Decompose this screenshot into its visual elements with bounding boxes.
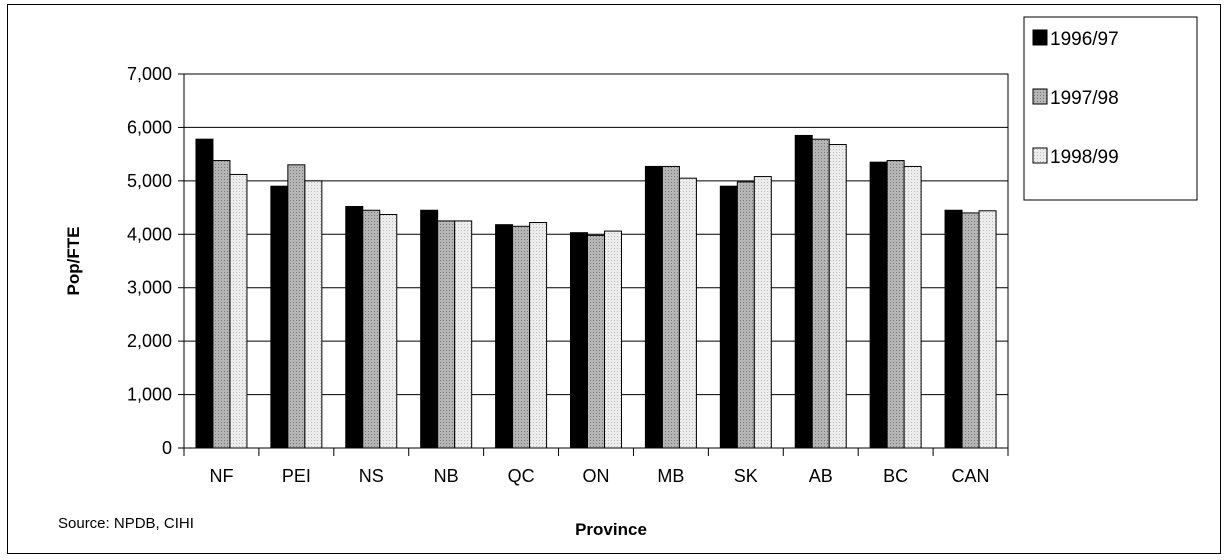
axes xyxy=(178,73,1009,456)
x-tick-label: NB xyxy=(434,466,459,486)
bar-mb-1996-97 xyxy=(644,165,663,449)
y-tick-label: 3,000 xyxy=(127,278,172,298)
bar-bc-1998-99 xyxy=(903,165,922,449)
legend-swatch-1997-98 xyxy=(1032,88,1048,105)
bar-ab-1997-98 xyxy=(811,138,830,449)
x-tick-label: NS xyxy=(359,466,384,486)
bar-can-1996-97 xyxy=(944,209,963,449)
x-tick-label: MB xyxy=(657,466,684,486)
y-axis-title: Pop/FTE xyxy=(64,227,83,296)
bar-qc-1997-98 xyxy=(512,225,531,449)
bar-ns-1997-98 xyxy=(362,209,381,449)
x-axis-title: Province xyxy=(575,520,647,539)
plot-area-border xyxy=(183,73,1009,449)
bar-sk-1997-98 xyxy=(736,181,755,449)
x-tick-label: NF xyxy=(209,466,233,486)
y-tick-label: 0 xyxy=(162,438,172,458)
x-tick-label: ON xyxy=(583,466,610,486)
legend-swatch-1998-99 xyxy=(1032,147,1048,164)
bar-nb-1997-98 xyxy=(437,220,456,449)
y-tick-label: 7,000 xyxy=(127,64,172,84)
bar-can-1998-99 xyxy=(978,210,997,449)
bar-pei-1996-97 xyxy=(270,185,289,449)
x-tick-label: AB xyxy=(809,466,833,486)
legend-swatch-1996-97 xyxy=(1032,29,1048,46)
legend: 1996/97 1997/98 1998/99 xyxy=(1023,16,1198,201)
bar-qc-1998-99 xyxy=(529,222,548,449)
bar-pei-1997-98 xyxy=(287,164,306,449)
source-note: Source: NPDB, CIHI xyxy=(58,515,194,532)
bar-sk-1996-97 xyxy=(719,185,738,449)
bar-qc-1996-97 xyxy=(495,224,514,449)
bar-bc-1997-98 xyxy=(886,160,905,449)
legend-box xyxy=(1023,16,1198,201)
legend-label-1998-99: 1998/99 xyxy=(1050,147,1119,168)
x-tick-label: QC xyxy=(508,466,535,486)
bar-sk-1998-99 xyxy=(753,176,772,449)
tick-labels: 0 1,000 2,000 3,000 4,000 5,000 6,000 7,000 NF PE… xyxy=(127,64,990,486)
bar-on-1996-97 xyxy=(570,232,588,449)
bar-nf-1996-97 xyxy=(195,138,214,449)
bar-can-1997-98 xyxy=(961,212,980,449)
bar-bc-1996-97 xyxy=(869,161,888,449)
bar-pei-1998-99 xyxy=(304,180,323,449)
bar-ns-1998-99 xyxy=(379,214,398,449)
bar-mb-1998-99 xyxy=(678,177,697,449)
y-tick-label: 2,000 xyxy=(127,331,172,351)
bar-ab-1996-97 xyxy=(794,134,813,449)
x-tick-label: BC xyxy=(883,466,908,486)
y-tick-label: 6,000 xyxy=(127,117,172,137)
bar-nf-1997-98 xyxy=(212,160,231,449)
legend-label-1996-97: 1996/97 xyxy=(1050,29,1119,50)
x-tick-label: PEI xyxy=(282,466,311,486)
x-tick-label: CAN xyxy=(952,466,990,486)
bar-ns-1996-97 xyxy=(345,206,364,449)
bar-ab-1998-99 xyxy=(828,144,847,449)
bar-on-1998-99 xyxy=(604,230,622,449)
bar-nf-1998-99 xyxy=(229,173,248,449)
bar-nb-1998-99 xyxy=(454,220,473,449)
bar-chart: 0 1,000 2,000 3,000 4,000 5,000 6,000 7,000 NF PE… xyxy=(58,16,1198,539)
bar-mb-1997-98 xyxy=(661,165,680,449)
bar-on-1997-98 xyxy=(587,234,605,449)
bar-nb-1996-97 xyxy=(420,209,439,449)
x-tick-label: SK xyxy=(734,466,758,486)
chart-frame: 0 1,000 2,000 3,000 4,000 5,000 6,000 7,000 NF PE… xyxy=(7,4,1221,554)
bars xyxy=(195,134,997,449)
y-tick-label: 5,000 xyxy=(127,171,172,191)
legend-label-1997-98: 1997/98 xyxy=(1050,88,1119,109)
y-tick-label: 1,000 xyxy=(127,385,172,405)
y-tick-label: 4,000 xyxy=(127,224,172,244)
